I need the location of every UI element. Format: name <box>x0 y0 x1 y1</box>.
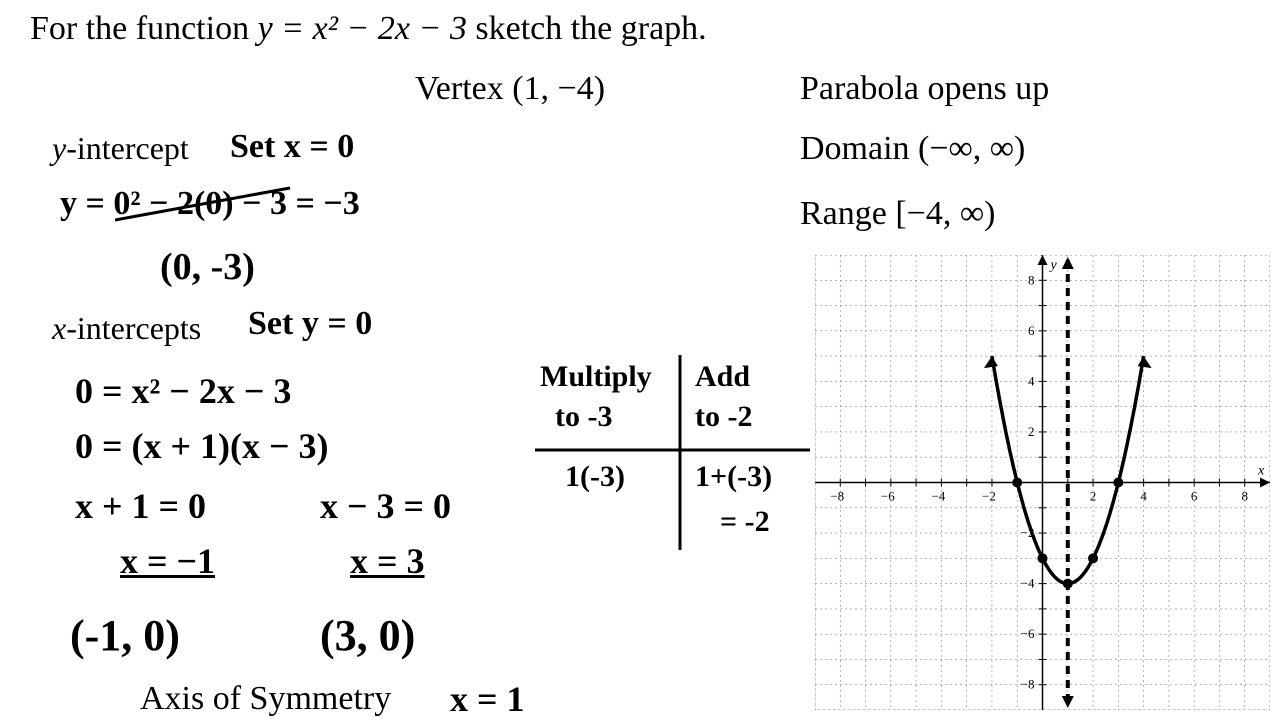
svg-text:2: 2 <box>1090 489 1097 504</box>
strike-line-1 <box>115 180 295 230</box>
vertex-label: Vertex (1, −4) <box>415 70 605 108</box>
xint-eq1: 0 = x² − 2x − 3 <box>75 370 291 412</box>
xint-sol1: x = −1 <box>120 540 215 582</box>
xint-eq3b: x − 3 = 0 <box>320 485 451 527</box>
svg-text:4: 4 <box>1028 373 1035 388</box>
xint-eq3a: x + 1 = 0 <box>75 485 206 527</box>
domain-text: Domain (−∞, ∞) <box>800 130 1025 168</box>
svg-text:−2: −2 <box>982 489 996 504</box>
svg-text:y: y <box>1049 258 1058 273</box>
svg-text:2: 2 <box>1028 424 1035 439</box>
svg-text:−6: −6 <box>881 489 895 504</box>
xint-pt2: (3, 0) <box>320 610 415 661</box>
title-fn: y = x² − 2x − 3 <box>258 10 467 47</box>
svg-text:x: x <box>1257 464 1265 479</box>
xint-pt1: (-1, 0) <box>70 610 180 661</box>
yint-set: Set x = 0 <box>230 128 354 166</box>
parabola-graph: xy−8−6−4−22468−8−6−4−22468 <box>815 255 1270 710</box>
axis-sym-label: Axis of Symmetry <box>140 680 391 718</box>
xint-sol2: x = 3 <box>350 540 425 582</box>
title-pre: For the function <box>30 10 258 47</box>
opens-text: Parabola opens up <box>800 70 1049 108</box>
svg-text:6: 6 <box>1028 323 1035 338</box>
title-text: For the function y = x² − 2x − 3 sketch … <box>30 10 707 48</box>
svg-text:−4: −4 <box>1021 576 1035 591</box>
axis-sym-val: x = 1 <box>450 678 525 720</box>
xint-set: Set y = 0 <box>248 305 372 343</box>
svg-text:−8: −8 <box>830 489 844 504</box>
xint-eq2: 0 = (x + 1)(x − 3) <box>75 425 329 467</box>
title-post: sketch the graph. <box>467 10 707 47</box>
graph-panel: xy−8−6−4−22468−8−6−4−22468 <box>815 255 1270 710</box>
hint-table-lines <box>530 350 820 560</box>
svg-text:−8: −8 <box>1021 677 1035 692</box>
yint-pt: (0, -3) <box>160 245 255 289</box>
svg-text:4: 4 <box>1140 489 1147 504</box>
xint-label: x-intercepts <box>52 310 201 347</box>
svg-text:−6: −6 <box>1021 626 1035 641</box>
svg-text:6: 6 <box>1191 489 1198 504</box>
svg-text:8: 8 <box>1241 489 1248 504</box>
range-text: Range [−4, ∞) <box>800 195 995 233</box>
yint-label: y-intercept <box>52 130 189 167</box>
svg-text:−4: −4 <box>931 489 945 504</box>
svg-text:8: 8 <box>1028 272 1035 287</box>
